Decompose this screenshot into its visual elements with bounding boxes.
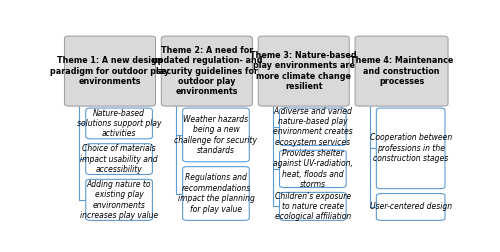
Text: Theme 1: A new design
paradigm for outdoor play
environments: Theme 1: A new design paradigm for outdo…	[50, 56, 170, 86]
Text: Cooperation between
professions in the
construction stages: Cooperation between professions in the c…	[370, 134, 452, 163]
Text: Children's exposure
to nature create
ecological affiliation: Children's exposure to nature create eco…	[274, 192, 351, 221]
FancyBboxPatch shape	[86, 108, 152, 139]
FancyBboxPatch shape	[258, 36, 349, 106]
FancyBboxPatch shape	[162, 36, 252, 106]
FancyBboxPatch shape	[182, 108, 250, 162]
Text: Choice of materials
impact usability and
accessibility: Choice of materials impact usability and…	[80, 144, 158, 174]
Text: Theme 2: A need for
updated regulation- and
security guidelines for
outdoor play: Theme 2: A need for updated regulation- …	[152, 46, 262, 96]
Text: Provides shelter
against UV-radiation,
heat, floods and
storms: Provides shelter against UV-radiation, h…	[273, 149, 353, 189]
Text: Theme 4: Maintenance
and construction
processes: Theme 4: Maintenance and construction pr…	[350, 56, 453, 86]
FancyBboxPatch shape	[86, 144, 152, 174]
Text: Adding nature to
existing play
environments
increases play value: Adding nature to existing play environme…	[80, 180, 158, 220]
Text: Nature-based
solutions support play
activities: Nature-based solutions support play acti…	[77, 109, 162, 138]
Text: User-centered design: User-centered design	[370, 202, 452, 211]
FancyBboxPatch shape	[280, 150, 346, 187]
Text: Regulations and
recommendations
impact the planning
for play value: Regulations and recommendations impact t…	[178, 173, 254, 214]
FancyBboxPatch shape	[355, 36, 448, 106]
FancyBboxPatch shape	[182, 167, 250, 220]
Text: A diverse and varied
nature-based play
environment creates
ecosystem services: A diverse and varied nature-based play e…	[273, 107, 352, 147]
FancyBboxPatch shape	[376, 194, 445, 220]
Text: Weather hazards
being a new
challenge for security
standards: Weather hazards being a new challenge fo…	[174, 115, 258, 155]
FancyBboxPatch shape	[86, 179, 152, 220]
FancyBboxPatch shape	[280, 108, 346, 145]
FancyBboxPatch shape	[376, 108, 445, 189]
FancyBboxPatch shape	[280, 193, 346, 220]
Text: Theme 3: Nature-based
play environments are
more climate change
resilient: Theme 3: Nature-based play environments …	[250, 51, 357, 91]
FancyBboxPatch shape	[64, 36, 156, 106]
